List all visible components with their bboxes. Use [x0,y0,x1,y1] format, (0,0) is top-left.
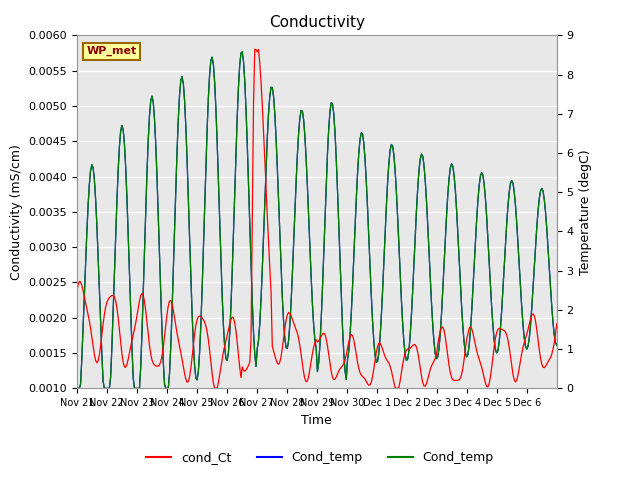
Text: WP_met: WP_met [86,46,137,56]
Y-axis label: Conductivity (mS/cm): Conductivity (mS/cm) [10,144,23,280]
Title: Conductivity: Conductivity [269,15,365,30]
Legend: cond_Ct, Cond_temp, Cond_temp: cond_Ct, Cond_temp, Cond_temp [141,446,499,469]
X-axis label: Time: Time [301,414,332,427]
Y-axis label: Temperature (degC): Temperature (degC) [579,149,592,275]
